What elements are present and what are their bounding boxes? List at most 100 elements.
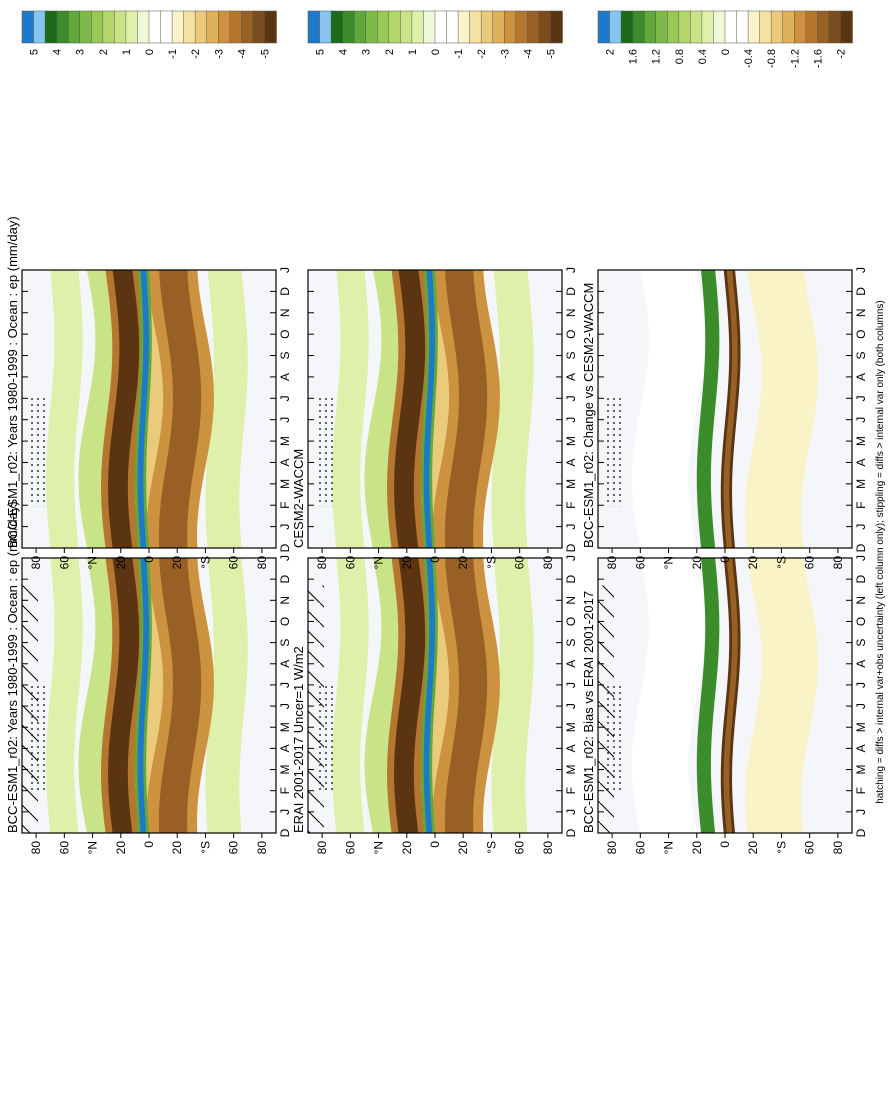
colorbar-swatch [446,10,459,44]
colorbar-swatch [527,10,540,44]
band-mid-south [491,558,534,833]
colorbar-swatch [171,10,185,44]
panel-title: BCC-ESM1_r02: Bias vs ERAI 2001-2017 [581,591,596,833]
colorbar-swatch [609,10,622,44]
time-tick-label: M [854,479,868,489]
band-north-core [394,558,426,833]
colorbar-label: -1.2 [789,49,801,68]
colorbar-label: -0.4 [743,49,755,68]
colorbar-swatch [67,10,81,44]
colorbar-swatch [264,10,277,44]
time-tick-label: N [854,308,868,317]
colorbar-swatch [504,10,517,44]
colorbar-label: 1.2 [651,49,663,64]
colorbar-swatch [794,10,807,44]
lat-tick-label: °S [198,556,212,569]
panel-5: BCC-ESM1_r02: Bias vs ERAI 2001-2017 D J F M… [581,555,868,854]
colorbar-label: -1 [167,49,179,59]
panel-title: BCC-ESM1_r02: Years 1980-1999 : Ocean : … [5,501,20,833]
colorbar-swatch [423,10,436,44]
lat-tick-label: 0 [428,556,442,563]
colorbar-swatch [91,10,104,44]
band-diff-positive [696,558,720,833]
lat-tick-label: 60 [633,841,647,855]
time-tick-label: M [854,765,868,775]
time-tick-label: J [854,703,868,709]
time-tick-label: J [278,682,292,688]
time-tick-label: S [278,639,292,647]
time-tick-label: F [278,787,292,794]
lat-tick-label: 20 [114,841,128,855]
lat-tick-label: °S [774,556,788,569]
time-tick-label: D [278,543,292,552]
time-tick-label: J [564,395,578,401]
time-tick-label: J [278,395,292,401]
band-south-core [158,270,202,548]
time-tick-label: D [564,574,578,583]
colorbar-mean-2: 5 4 3 2 1 0 -1 -2 -3 -4 -5 [307,10,563,59]
time-tick-label: A [278,458,292,466]
time-tick-label: J [278,267,292,273]
time-tick-label: M [278,479,292,489]
time-tick-label: M [564,479,578,489]
colorbar-swatch [643,10,657,44]
lat-tick-label: 0 [718,841,732,848]
colorbar-label: 4 [338,49,350,55]
colorbar-label: -3 [499,49,511,59]
band-diff-core [723,558,738,833]
time-tick-label: N [278,308,292,317]
lat-tick-label: 60 [343,841,357,855]
time-tick-label: A [278,744,292,752]
colorbar-label: 5 [315,49,327,55]
colorbar-swatch [365,10,379,44]
lat-tick-label: °N [662,556,676,569]
colorbar-label: -4 [236,49,248,59]
time-tick-label: F [278,502,292,509]
lat-tick-label: 60 [57,556,71,570]
time-tick-label: A [564,744,578,752]
colorbar-swatch [125,10,139,44]
colorbar-swatch [840,10,853,44]
colorbar-swatch [655,10,669,44]
band-diff-north [631,270,706,548]
band-mid-south [205,558,248,833]
colorbar-swatch [400,10,413,44]
time-tick-label: J [278,555,292,561]
time-tick-label: A [278,660,292,668]
colorbar-label: -3 [213,49,225,59]
time-tick-label: M [278,765,292,775]
colorbar-swatch [342,10,355,44]
colorbar-mean-1: 5 4 3 2 1 0 -1 -2 -3 -4 -5 [21,10,277,59]
time-tick-label: S [564,352,578,360]
colorbar-label: -4 [522,49,534,59]
band-diff-south [744,270,819,548]
time-tick-label: J [564,555,578,561]
time-tick-label: J [854,809,868,815]
time-tick-label: J [564,703,578,709]
band-mid-south [491,270,534,548]
time-tick-label: J [278,524,292,530]
time-tick-label: J [564,524,578,530]
colorbar-swatch [229,10,243,44]
colorbar-label: -0.8 [766,49,778,68]
time-tick-label: F [564,787,578,794]
lat-tick-label: 0 [718,556,732,563]
colorbar-swatch [550,10,563,44]
lat-tick-label: 80 [831,556,845,570]
lat-tick-label: 80 [29,556,43,570]
time-tick-label: O [854,617,868,626]
band-diff-positive [696,270,720,548]
lat-tick-label: 20 [746,841,760,855]
time-tick-label: A [564,458,578,466]
time-tick-label: O [278,329,292,338]
colorbar-swatch [33,10,46,44]
time-tick-label: N [854,596,868,605]
lat-tick-label: 60 [803,556,817,570]
time-tick-label: J [854,524,868,530]
colorbar-label: -5 [259,49,271,59]
colorbar-swatch [44,10,58,44]
colorbar-swatch [114,10,127,44]
colorbar-swatch [713,10,726,44]
colorbar-label: 2 [605,49,617,55]
